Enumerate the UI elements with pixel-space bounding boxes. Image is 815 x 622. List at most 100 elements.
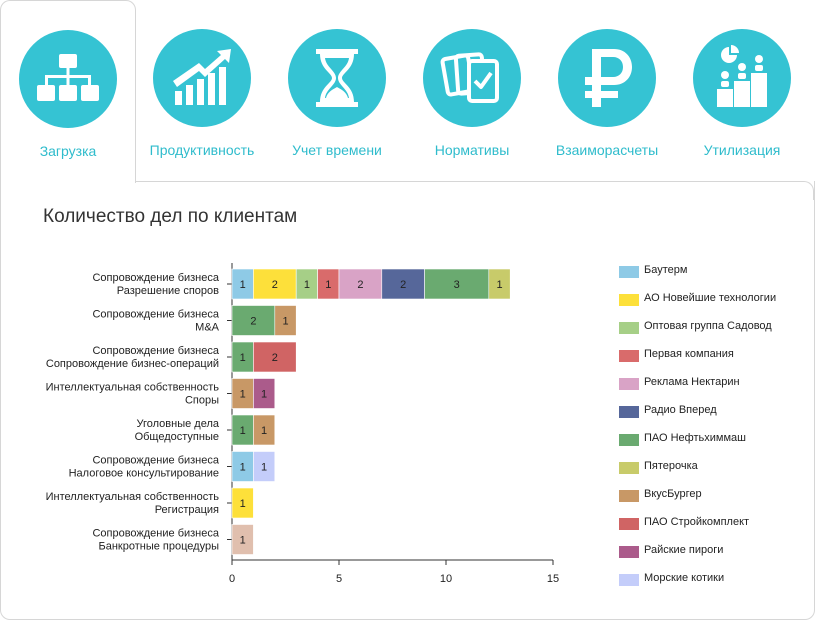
tab-label: Нормативы <box>434 142 510 158</box>
chart-title: Количество дел по клиентам <box>43 206 298 227</box>
legend-item[interactable]: Райские пироги <box>619 542 814 562</box>
tab-zagruzka[interactable]: Загрузка <box>0 0 136 183</box>
legend-swatch <box>619 406 639 418</box>
legend-item[interactable]: ПАО Нефтьхиммаш <box>619 430 814 450</box>
bar-segment <box>488 268 511 300</box>
y-tick-label: Сопровождение бизнес-операций <box>46 358 219 370</box>
y-tick-label: Регистрация <box>155 504 219 516</box>
legend-item[interactable]: АО Новейшие технологии <box>619 290 814 310</box>
legend-item[interactable]: ПАО Стройкомплект <box>619 514 814 534</box>
bar-segment <box>253 414 276 446</box>
y-tick-label: Сопровождение бизнеса <box>92 345 219 357</box>
legend-label: ПАО Стройкомплект <box>644 516 750 528</box>
hourglass-icon <box>288 29 386 127</box>
legend-swatch <box>619 518 639 530</box>
data-label: 1 <box>240 279 246 291</box>
tab-label: Утилизация <box>703 142 781 158</box>
bar-segment <box>338 268 383 300</box>
data-label: 1 <box>261 389 267 401</box>
legend-label: Морские котики <box>644 572 725 584</box>
legend-item[interactable]: Морские котики <box>619 570 814 590</box>
y-tick-label: Налоговое консультирование <box>69 468 219 480</box>
legend-item[interactable]: ВкусБургер <box>619 486 814 506</box>
bar-segment <box>253 341 297 373</box>
legend-swatch <box>619 294 639 306</box>
legend-label: Первая компания <box>644 348 734 360</box>
tab-uchet-vremeni[interactable]: Учет времени <box>269 0 405 182</box>
ruble-icon <box>558 29 656 127</box>
hierarchy-icon <box>19 30 117 128</box>
x-tick-label: 15 <box>547 573 559 585</box>
tab-normativy[interactable]: Нормативы <box>404 0 540 182</box>
tab-utilizatsiya[interactable]: Утилизация <box>674 0 810 182</box>
data-label: 1 <box>240 425 246 437</box>
bar-segment <box>253 451 276 482</box>
legend-swatch <box>619 462 639 474</box>
bar-segment <box>231 524 254 555</box>
x-tick-label: 10 <box>440 573 452 585</box>
module-tabs: Загрузка Продуктивность <box>0 0 815 183</box>
legend-label: Пятерочка <box>644 460 698 472</box>
y-tick-label: Сопровождение бизнеса <box>92 309 219 321</box>
bar-segment <box>231 305 276 336</box>
legend-swatch <box>619 574 639 586</box>
legend-label: Оптовая группа Садовод <box>644 320 772 332</box>
tab-label: Продуктивность <box>149 142 255 158</box>
y-tick-label: Сопровождение бизнеса <box>92 272 219 284</box>
y-tick-label: Разрешение споров <box>117 285 219 297</box>
data-label: 1 <box>261 462 267 474</box>
data-label: 1 <box>240 498 246 510</box>
data-label: 1 <box>240 462 246 474</box>
legend-item[interactable]: Первая компания <box>619 346 814 366</box>
legend-label: Баутерм <box>644 264 688 276</box>
y-tick-label: Интеллектуальная собственность <box>46 491 220 503</box>
data-label: 2 <box>272 352 278 364</box>
people-podium-icon <box>693 29 791 127</box>
y-tick-label: Общедоступные <box>135 431 219 443</box>
data-label: 1 <box>304 279 310 291</box>
tab-label: Взаиморасчеты <box>555 142 659 158</box>
y-tick-label: M&A <box>195 322 220 334</box>
legend-label: АО Новейшие технологии <box>644 292 777 304</box>
data-label: 1 <box>496 279 502 291</box>
y-tick-label: Споры <box>185 395 219 407</box>
data-label: 1 <box>240 389 246 401</box>
y-tick-label: Интеллектуальная собственность <box>46 382 220 394</box>
data-label: 1 <box>325 279 331 291</box>
bar-segment <box>274 305 297 336</box>
x-tick-label: 5 <box>336 573 342 585</box>
y-tick-label: Уголовные дела <box>136 418 219 430</box>
legend-label: ВкусБургер <box>644 488 702 500</box>
legend-swatch <box>619 266 639 278</box>
data-label: 1 <box>282 316 288 328</box>
data-label: 1 <box>240 535 246 547</box>
data-label: 1 <box>261 425 267 437</box>
panel-corner <box>795 181 814 200</box>
legend-item[interactable]: Оптовая группа Садовод <box>619 318 814 338</box>
legend-item[interactable]: Реклама Нектарин <box>619 374 814 394</box>
y-tick-label: Сопровождение бизнеса <box>92 528 219 540</box>
legend-swatch <box>619 434 639 446</box>
legend-label: Реклама Нектарин <box>644 376 740 388</box>
legend-swatch <box>619 322 639 334</box>
y-tick-label: Банкротные процедуры <box>99 541 220 553</box>
data-label: 3 <box>454 279 460 291</box>
tab-produktivnost[interactable]: Продуктивность <box>134 0 270 182</box>
bar-segment <box>231 487 254 519</box>
legend-item[interactable]: Радио Вперед <box>619 402 814 422</box>
legend-label: Райские пироги <box>644 544 724 556</box>
legend-item[interactable]: Баутерм <box>619 262 814 282</box>
cards-check-icon <box>423 29 521 127</box>
x-tick-label: 0 <box>229 573 235 585</box>
bar-segment <box>253 268 297 300</box>
tab-vzaimoraschety[interactable]: Взаиморасчеты <box>539 0 675 182</box>
bar-segment <box>253 378 276 409</box>
legend-swatch <box>619 350 639 362</box>
legend-label: Радио Вперед <box>644 404 717 416</box>
legend-swatch <box>619 490 639 502</box>
tab-label: Загрузка <box>39 143 97 159</box>
legend-item[interactable]: Пятерочка <box>619 458 814 478</box>
data-label: 2 <box>272 279 278 291</box>
data-label: 2 <box>400 279 406 291</box>
